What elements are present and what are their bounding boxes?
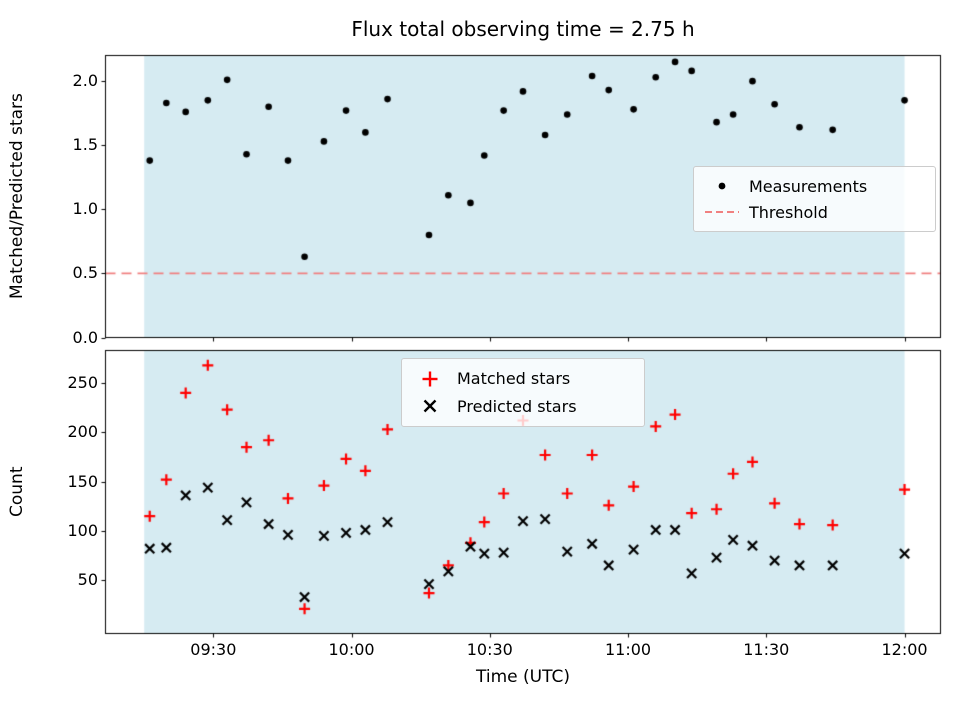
- threshold-dashed-line-icon: [704, 209, 740, 215]
- y-axis-label-bottom: Count: [7, 466, 27, 517]
- legend-entry-predicted-stars: Predicted stars: [412, 397, 634, 416]
- y-tick-label: 1.5: [72, 135, 98, 155]
- matched-stars-plus-icon: [412, 370, 448, 388]
- x-tick-label: 11:30: [743, 640, 790, 659]
- y-tick-label: 100: [67, 520, 98, 540]
- legend-bottom: Matched stars Predicted stars: [401, 358, 645, 427]
- legend-label-matched-stars: Matched stars: [457, 369, 571, 389]
- predicted-stars-x-icon: [412, 397, 448, 415]
- legend-entry-threshold: Threshold: [704, 203, 925, 222]
- x-tick-label: 09:30: [190, 640, 237, 659]
- y-tick-label: 250: [67, 373, 98, 393]
- x-tick-label: 11:00: [605, 640, 652, 659]
- legend-label-measurements: Measurements: [749, 176, 868, 196]
- legend-label-threshold: Threshold: [749, 202, 828, 222]
- y-tick-label: 150: [67, 471, 98, 491]
- y-tick-label: 0.5: [72, 263, 98, 283]
- y-axis-label-top: Matched/Predicted stars: [7, 93, 27, 299]
- chart-title: Flux total observing time = 2.75 h: [351, 17, 695, 41]
- legend-top: Measurements Threshold: [693, 166, 936, 232]
- x-tick-label: 10:30: [466, 640, 513, 659]
- y-tick-label: 50: [77, 570, 98, 590]
- measurements-dot-icon: [704, 180, 740, 192]
- legend-label-predicted-stars: Predicted stars: [457, 396, 577, 416]
- x-tick-label: 10:00: [328, 640, 375, 659]
- y-tick-label: 1.0: [72, 199, 98, 219]
- x-axis-label: Time (UTC): [476, 667, 570, 687]
- legend-entry-measurements: Measurements: [704, 177, 925, 196]
- y-tick-label: 2.0: [72, 71, 98, 91]
- legend-entry-matched-stars: Matched stars: [412, 369, 634, 388]
- y-tick-label: 0.0: [72, 327, 98, 347]
- x-tick-label: 12:00: [881, 640, 928, 659]
- y-tick-label: 200: [67, 422, 98, 442]
